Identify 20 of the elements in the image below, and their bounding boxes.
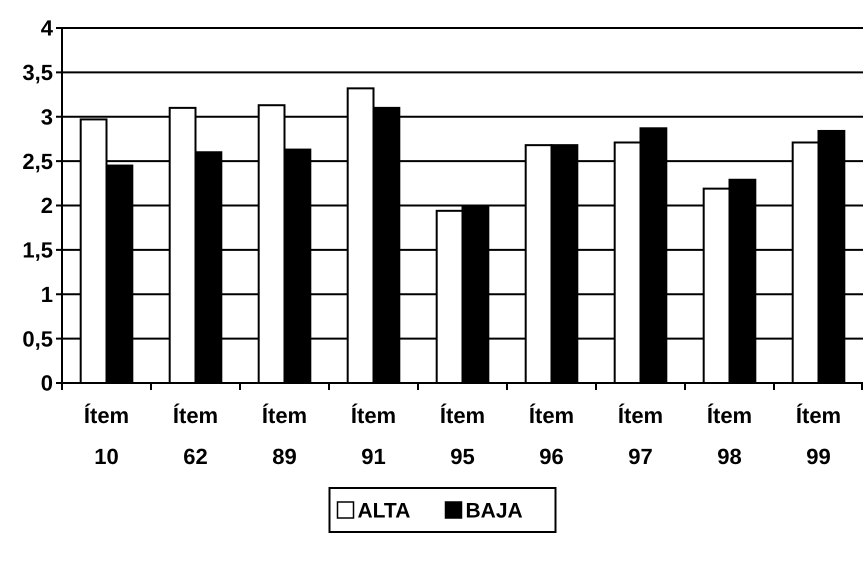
y-tick-label: 1,5 <box>22 238 53 263</box>
x-tick-label: Ítem 99 <box>796 403 842 469</box>
legend-label: BAJA <box>466 499 523 522</box>
y-tick-label: 1 <box>40 282 53 307</box>
x-tick-label: Ítem 89 <box>262 403 308 469</box>
y-tick-label: 3 <box>40 104 53 130</box>
y-tick-label: 0 <box>40 370 53 396</box>
legend-label: ALTA <box>358 499 410 522</box>
x-tick-label: Ítem 97 <box>618 403 664 469</box>
y-tick-label: 2 <box>40 193 53 218</box>
x-tick-label: Ítem 98 <box>706 403 752 469</box>
x-tick-label: Ítem 95 <box>440 403 486 469</box>
x-tick-label: Ítem 91 <box>350 403 396 469</box>
y-tick-label: 2,5 <box>22 148 53 174</box>
y-tick-label: 4 <box>40 16 54 41</box>
x-tick-label: Ítem 10 <box>84 403 130 469</box>
y-tick-label: 0,5 <box>22 326 53 352</box>
y-tick-label: 3,5 <box>22 60 53 86</box>
x-tick-label: Ítem 62 <box>172 403 218 469</box>
x-tick-label: Ítem 96 <box>528 403 574 469</box>
